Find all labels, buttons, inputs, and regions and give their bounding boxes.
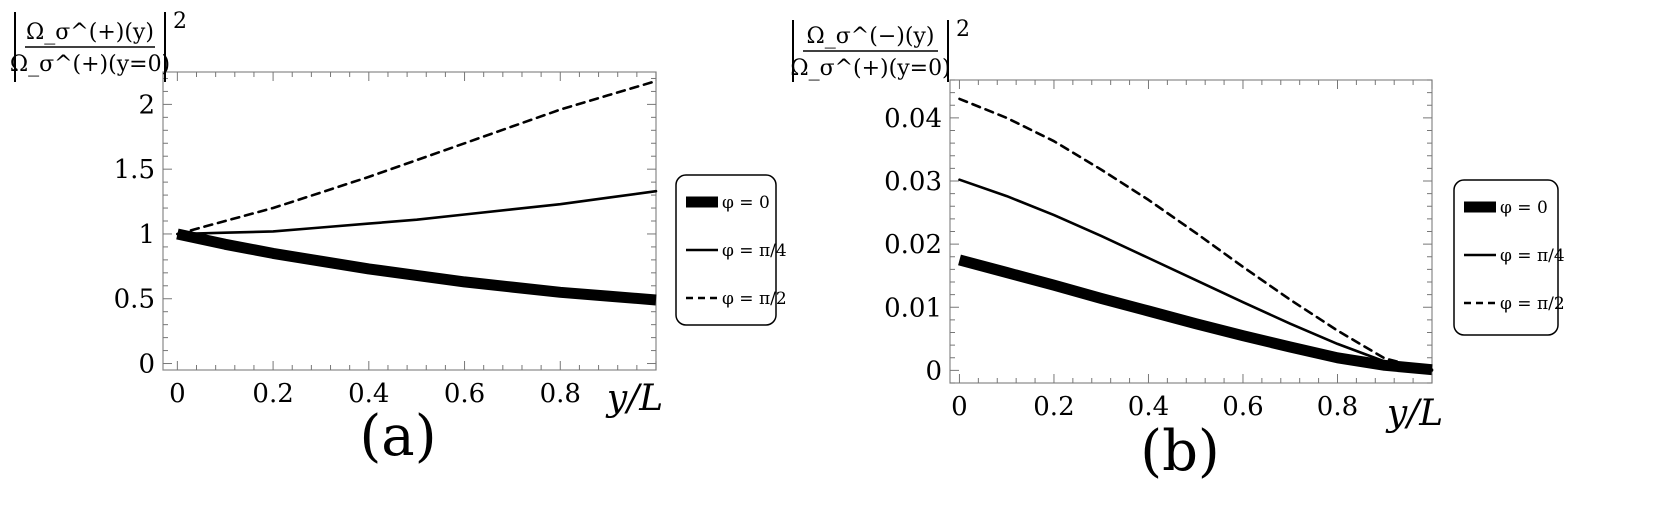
legend-label: φ = 0 — [1500, 198, 1548, 218]
series-line-solid — [176, 189, 658, 236]
y-tick-label: 0 — [925, 356, 942, 386]
x-tick-label: 0.8 — [540, 379, 581, 409]
x-tick-label: 0.2 — [1033, 392, 1074, 422]
panel-label: (a) — [359, 404, 436, 469]
y-tick-label: 1.5 — [114, 155, 155, 185]
series-line-solid — [958, 178, 1434, 371]
y-tick-label: 0.5 — [114, 285, 155, 315]
x-tick-label: 0.6 — [444, 379, 485, 409]
y-label-denominator: Ω_σ^(+)(y=0) — [790, 56, 950, 81]
x-axis-label: y/L — [1385, 393, 1443, 434]
legend-box — [1453, 179, 1559, 336]
y-tick-label: 0 — [138, 350, 155, 380]
series-line-dashed — [176, 79, 658, 236]
y-tick-label: 0.03 — [884, 167, 942, 197]
panel-label: (b) — [1140, 419, 1220, 484]
y-tick-label: 2 — [138, 90, 155, 120]
x-tick-label: 0.8 — [1317, 392, 1358, 422]
x-tick-label: 0.2 — [252, 379, 293, 409]
x-axis-label: y/L — [605, 378, 663, 419]
y-tick-label: 1 — [138, 220, 155, 250]
legend-label: φ = π/2 — [1500, 294, 1565, 314]
x-tick-label: 0 — [169, 379, 186, 409]
y-tick-label: 0.02 — [884, 230, 942, 260]
y-label-power: 2 — [956, 17, 970, 42]
legend-label: φ = 0 — [722, 193, 770, 213]
legend-label: φ = π/4 — [1500, 246, 1565, 266]
y-tick-label: 0.04 — [884, 104, 942, 134]
legend: φ = 0 φ = π/4 φ = π/2 — [675, 174, 787, 326]
chart-panel-a: 0 0.2 0.4 0.6 0.800.511.52y/LΩ_σ^(+)(y)Ω_σ^(… — [10, 9, 787, 469]
chart-panel-b: 0 0.2 0.4 0.6 0.8 0 0.01 0.02 0.03 0.04 y/L Ω_σ^(−)… — [790, 17, 1564, 484]
legend-label: φ = π/4 — [722, 241, 787, 261]
y-label-power: 2 — [173, 9, 187, 34]
y-label-numerator: Ω_σ^(+)(y) — [26, 20, 154, 45]
series-line-thick — [176, 228, 657, 306]
legend-label: φ = π/2 — [722, 289, 787, 309]
series-line-thick — [958, 254, 1433, 376]
x-tick-label: 0.6 — [1222, 392, 1263, 422]
x-tick-label: 0.4 — [1128, 392, 1169, 422]
y-axis-label: Ω_σ^(+)(y) Ω_σ^(+)(y=0)2 — [10, 9, 187, 82]
plot-frame — [949, 79, 1433, 384]
x-tick-label: 0.4 — [348, 379, 389, 409]
y-tick-label: 0.01 — [884, 293, 942, 323]
y-label-denominator: Ω_σ^(+)(y=0) — [10, 52, 170, 77]
y-axis-label: Ω_σ^(−)(y) Ω_σ^(+)(y=0)2 — [790, 17, 970, 82]
y-label-numerator: Ω_σ^(−)(y) — [807, 24, 935, 49]
legend-box — [675, 174, 777, 326]
legend: φ = 0 φ = π/4 φ = π/2 — [1453, 179, 1565, 336]
series-line-dashed — [958, 97, 1434, 372]
x-tick-label: 0 — [951, 392, 968, 422]
